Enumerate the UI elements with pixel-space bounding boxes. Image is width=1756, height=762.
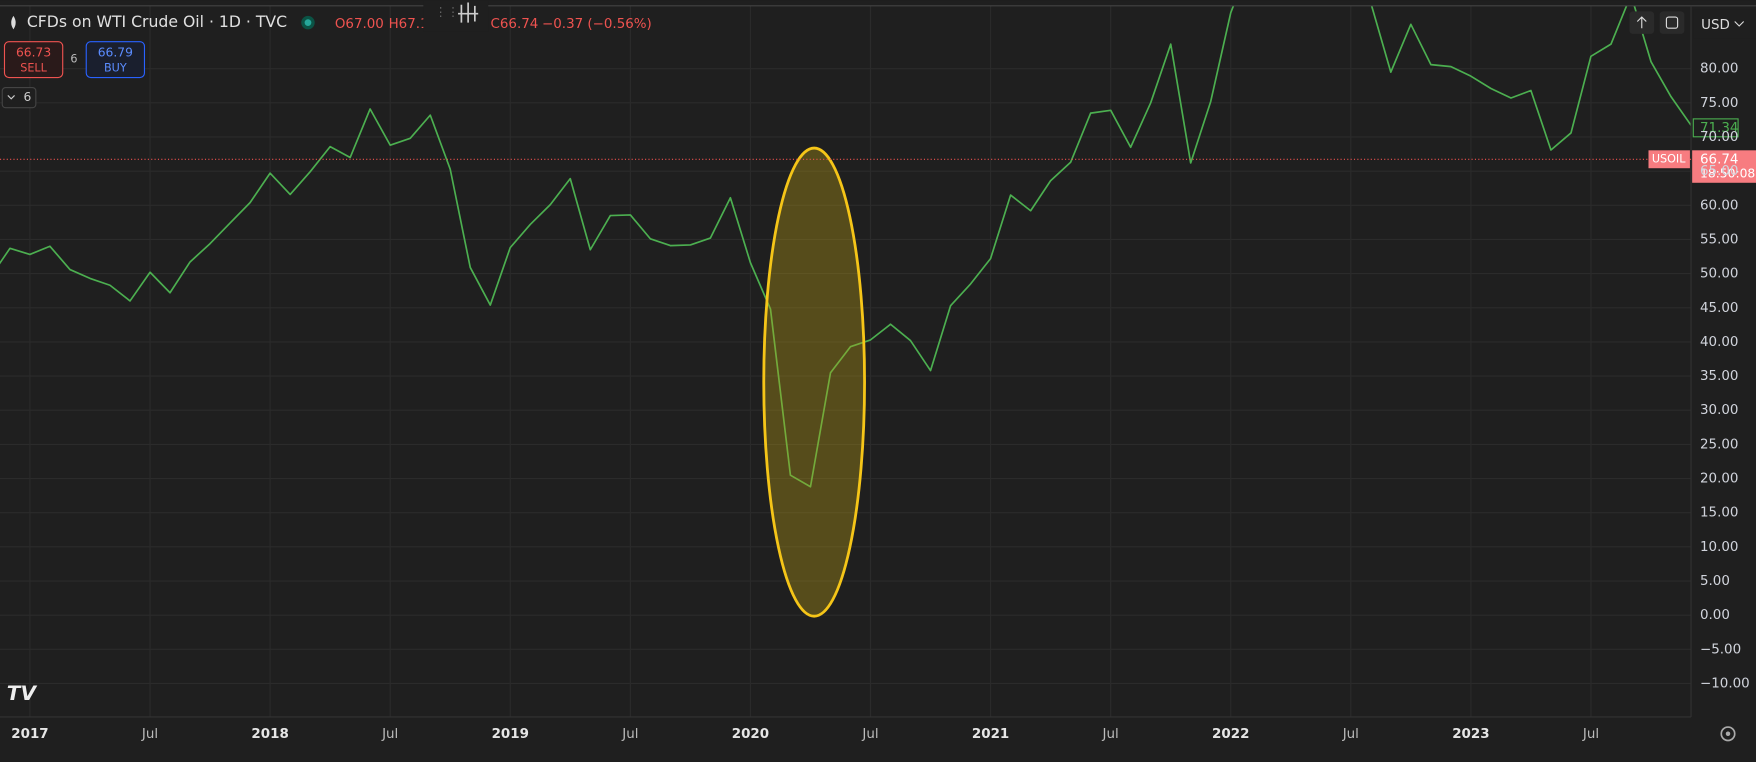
symbol-tag-label: USOIL — [1652, 152, 1686, 165]
x-tick-label: 2017 — [11, 727, 48, 742]
x-tick-label: Jul — [1582, 727, 1599, 742]
y-tick-label: 35.00 — [1700, 369, 1738, 384]
y-tick-label: 15.00 — [1700, 506, 1738, 521]
y-tick-label: 45.00 — [1700, 301, 1738, 316]
last-price-box — [1692, 150, 1756, 183]
y-tick-label: 40.00 — [1700, 335, 1738, 350]
symbol-tag — [1648, 150, 1690, 169]
y-tick-label: −5.00 — [1700, 642, 1741, 657]
y-tick-label: 5.00 — [1700, 574, 1730, 589]
reset-button[interactable] — [1659, 11, 1685, 34]
indicators-count: 6 — [24, 90, 32, 104]
sell-button[interactable] — [3, 41, 64, 79]
tv-logo[interactable]: 𝙏𝙑 — [7, 681, 38, 705]
ohlc-high: H67.1 — [389, 17, 429, 32]
ohlc-close: C66.74 — [491, 17, 539, 32]
y-tick-label: 80.00 — [1700, 62, 1738, 77]
highlight-ellipse — [762, 146, 866, 618]
buy-button[interactable] — [85, 41, 146, 79]
x-tick-label: 2021 — [972, 727, 1009, 742]
chevron — [1734, 21, 1745, 27]
plot — [0, 5, 1692, 488]
drag-handle: ⋮⋮ — [435, 5, 460, 19]
chart-style-icon[interactable] — [458, 2, 479, 23]
ohlc-open: O67.00 — [335, 17, 384, 32]
x-tick-label: 2019 — [492, 727, 529, 742]
y-tick-label: 65.00 — [1700, 164, 1738, 179]
y-tick-label: 25.00 — [1700, 437, 1738, 452]
x-tick-label: 2018 — [251, 727, 288, 742]
x-tick-label: Jul — [381, 727, 398, 742]
buy-price: 66.79 — [98, 45, 133, 59]
ohlc-change: −0.37 (−0.56%) — [542, 17, 652, 32]
y-tick-label: 75.00 — [1700, 96, 1738, 111]
y-tick-label: 60.00 — [1700, 198, 1738, 213]
symbol-title: CFDs on WTI Crude Oil · 1D · TVC — [27, 12, 287, 31]
x-tick-label: Jul — [1102, 727, 1119, 742]
x-tick-label: 2022 — [1212, 727, 1249, 742]
y-tick-label: 10.00 — [1700, 540, 1738, 555]
currency: USD — [1701, 18, 1730, 33]
currency-selector[interactable] — [1693, 9, 1756, 39]
y-tick-label: 50.00 — [1700, 267, 1738, 282]
x-tick-label: 2023 — [1452, 727, 1489, 742]
x-tick-label: Jul — [861, 727, 878, 742]
spread: 6 — [70, 53, 77, 66]
chevron — [7, 95, 15, 100]
countdown: 18:50:08 — [1700, 166, 1755, 180]
grid — [0, 5, 1692, 717]
indicators-toggle[interactable] — [1, 87, 37, 109]
settings-icon[interactable] — [1720, 726, 1736, 742]
sell-label: SELL — [20, 62, 47, 75]
oil-icon — [11, 15, 16, 30]
x-tick-label: Jul — [141, 727, 158, 742]
price-line — [0, 5, 1692, 488]
market-status-dot — [304, 19, 312, 26]
x-tick-label: Jul — [621, 727, 638, 742]
y-tick-label: −10.00 — [1700, 676, 1750, 691]
reset-icon — [1665, 16, 1679, 29]
x-tick-label: Jul — [1342, 727, 1359, 742]
high-marker-box — [1692, 118, 1739, 138]
y-tick-label: 20.00 — [1700, 472, 1738, 487]
arrow-icon — [1636, 16, 1647, 29]
sell-price: 66.73 — [16, 45, 51, 59]
y-tick-label: 30.00 — [1700, 403, 1738, 418]
y-tick-label: 0.00 — [1700, 608, 1730, 623]
last-price-label: 66.74 — [1700, 152, 1738, 167]
settings-icon-center — [1725, 731, 1731, 737]
y-tick-label: 70.00 — [1700, 130, 1738, 145]
x-tick-label: 2020 — [732, 727, 769, 742]
y-tick-label: 55.00 — [1700, 232, 1738, 247]
buy-label: BUY — [104, 62, 127, 75]
high-marker-label: 71.34 — [1700, 121, 1738, 136]
toolbar-overlay[interactable] — [423, 0, 489, 32]
